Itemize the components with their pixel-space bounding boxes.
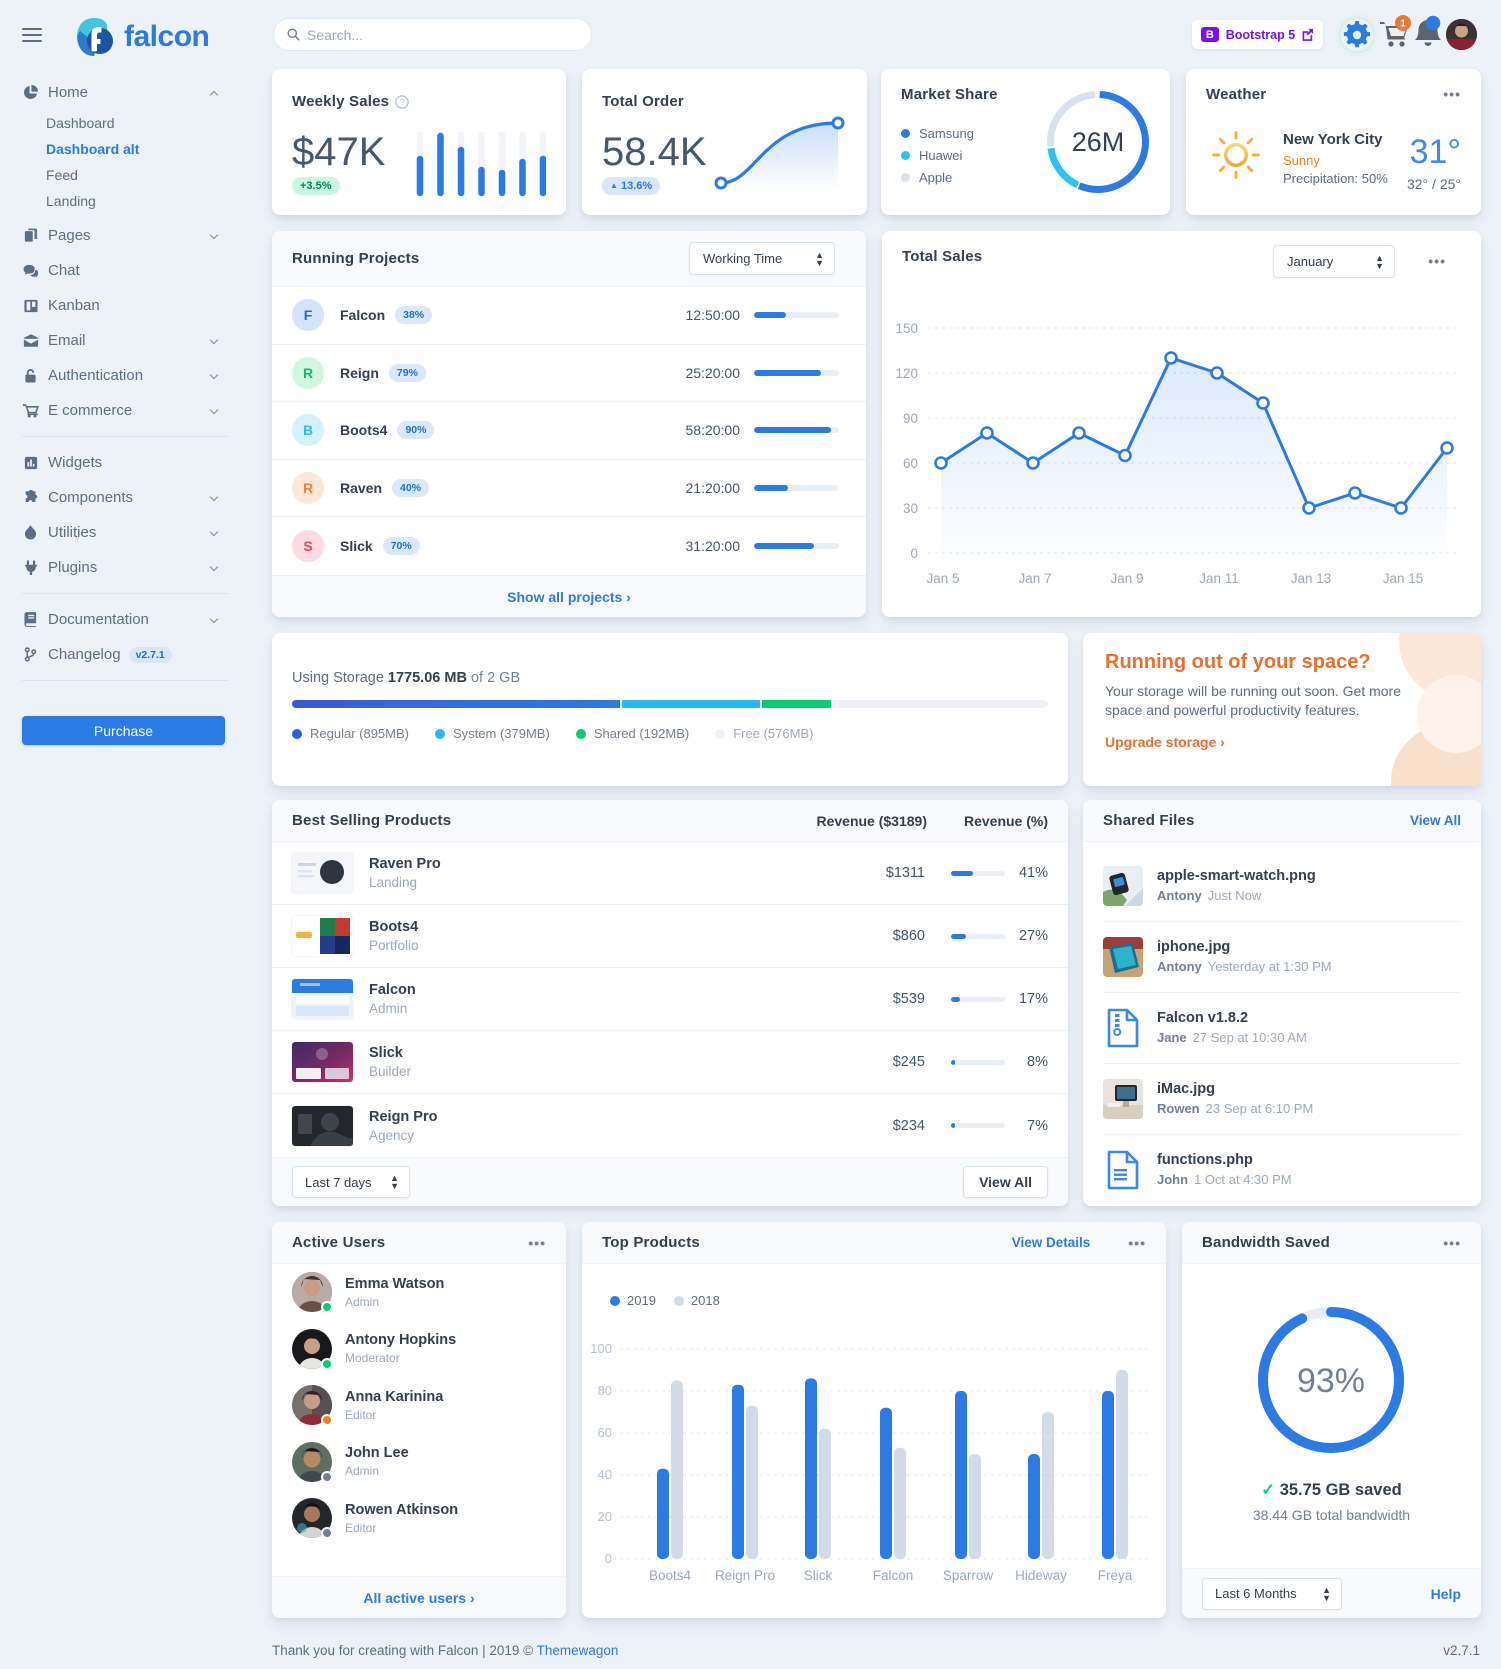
svg-text:Jan 5: Jan 5 — [926, 571, 959, 586]
svg-text:40: 40 — [598, 1467, 612, 1482]
svg-text:Boots4: Boots4 — [649, 1568, 692, 1583]
svg-text:90: 90 — [903, 411, 918, 426]
svg-text:Jan 13: Jan 13 — [1291, 571, 1332, 586]
svg-text:Jan 15: Jan 15 — [1383, 571, 1424, 586]
svg-text:30: 30 — [903, 501, 918, 516]
svg-text:120: 120 — [895, 366, 918, 381]
svg-text:60: 60 — [903, 456, 918, 471]
svg-text:93%: 93% — [1297, 1362, 1365, 1400]
svg-text:Slick: Slick — [804, 1568, 833, 1583]
svg-text:20: 20 — [598, 1509, 612, 1524]
svg-text:150: 150 — [895, 321, 918, 336]
svg-text:0: 0 — [605, 1551, 612, 1566]
svg-text:Falcon: Falcon — [873, 1568, 914, 1583]
svg-text:Jan 9: Jan 9 — [1110, 571, 1143, 586]
svg-text:?: ? — [400, 96, 405, 106]
svg-text:0: 0 — [910, 546, 918, 561]
svg-text:100: 100 — [590, 1341, 612, 1356]
svg-text:Reign Pro: Reign Pro — [715, 1568, 775, 1583]
svg-text:Jan 7: Jan 7 — [1018, 571, 1051, 586]
svg-text:26M: 26M — [1072, 127, 1125, 157]
svg-text:1: 1 — [1400, 19, 1406, 30]
svg-text:Jan 11: Jan 11 — [1199, 571, 1239, 586]
svg-text:80: 80 — [598, 1383, 612, 1398]
svg-text:Freya: Freya — [1098, 1568, 1133, 1583]
svg-text:Sparrow: Sparrow — [943, 1568, 994, 1583]
svg-text:60: 60 — [598, 1425, 612, 1440]
svg-text:Hideway: Hideway — [1015, 1568, 1067, 1583]
